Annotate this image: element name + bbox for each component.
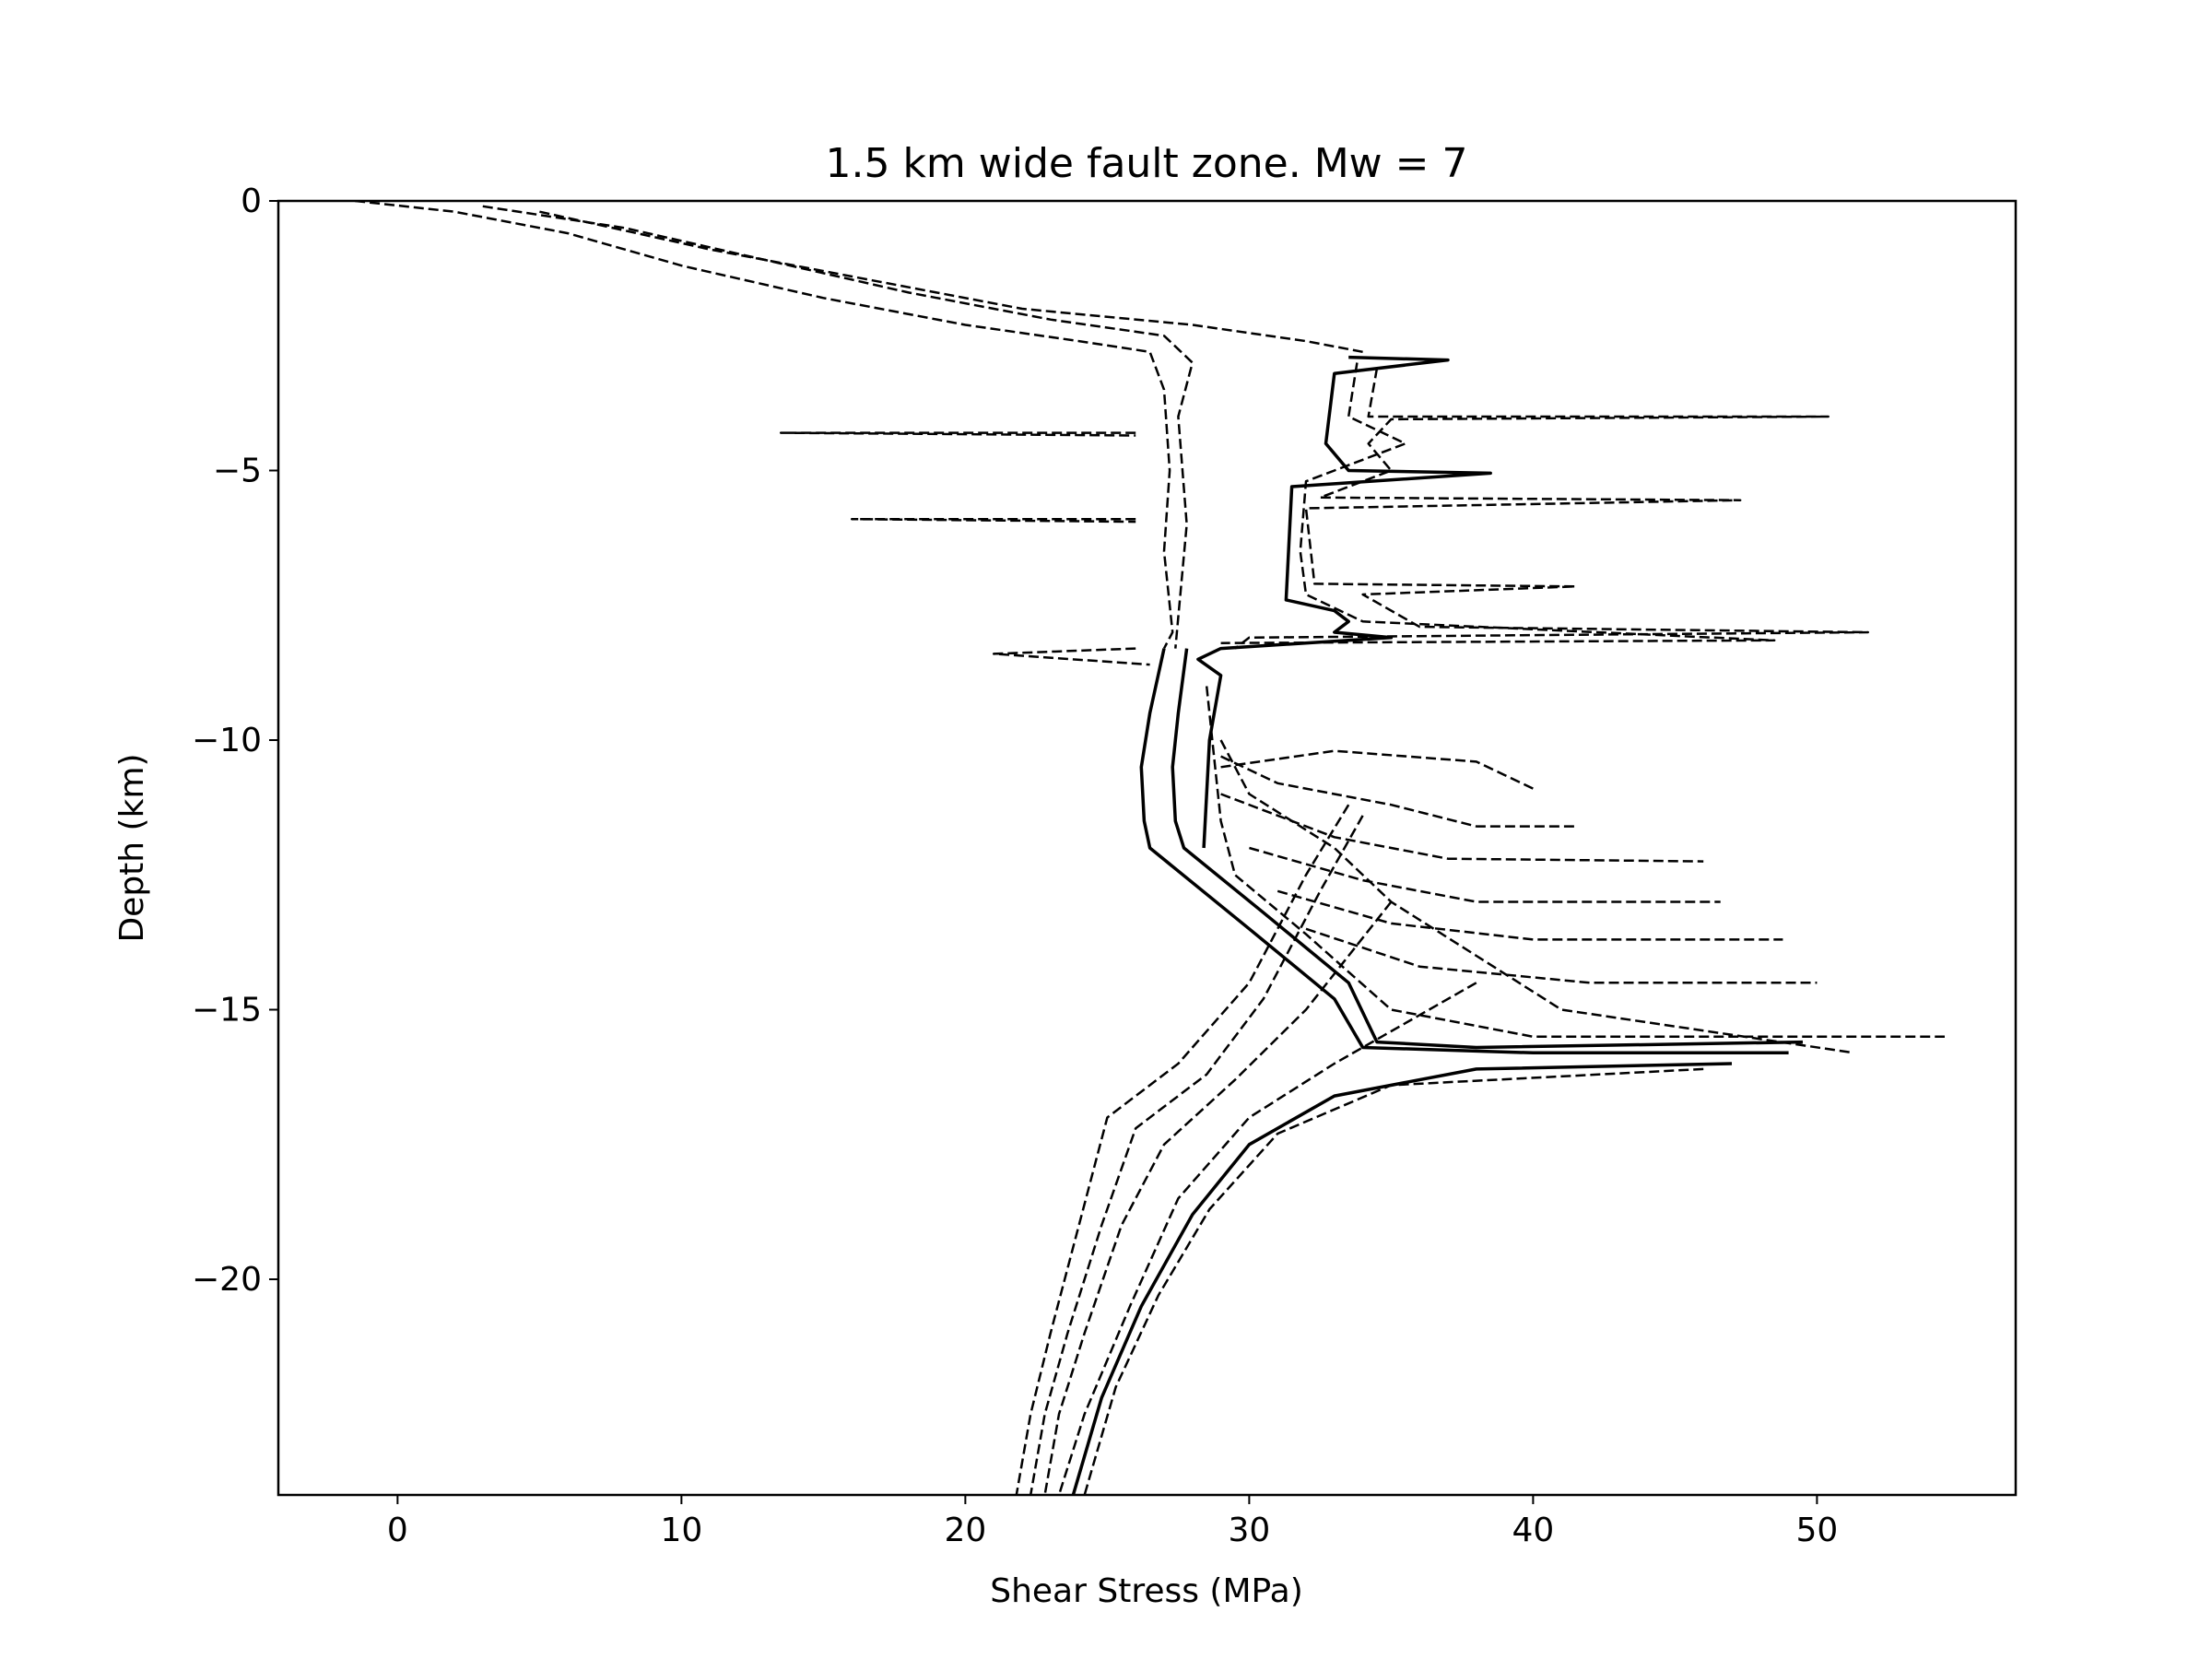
series-line-deep-front-2 — [1171, 648, 1804, 1050]
series-line-deep-front-8 — [1277, 889, 1783, 941]
y-tick-label: 0 — [241, 182, 262, 220]
series-line-stepped-profile-b — [1234, 368, 1870, 650]
x-tick-label: 30 — [1228, 1512, 1270, 1549]
series-line-deep-front-9 — [1305, 927, 1818, 984]
y-tick-label: −20 — [192, 1261, 262, 1299]
y-axis-label: Depth (km) — [113, 753, 151, 942]
series-line-lower-tail-3 — [1043, 900, 1393, 1495]
series-line-deep-front-10 — [1220, 749, 1534, 790]
series-line-deep-front-1 — [1139, 648, 1789, 1055]
plot-frame — [276, 199, 2018, 1497]
series-line-shallow-spike-1 — [779, 431, 1136, 437]
chart-title: 1.5 km wide fault zone. Mw = 7 — [825, 140, 1467, 187]
y-tick-label: −5 — [213, 453, 262, 490]
series-line-stepped-profile-c — [1220, 362, 1776, 644]
x-tick-label: 40 — [1512, 1512, 1554, 1549]
y-axis: 0 −5 −10 −15 −20 — [192, 182, 278, 1299]
x-axis: 0 10 20 30 40 50 — [387, 1495, 1838, 1549]
series-line-shallow-spike-2 — [850, 517, 1136, 524]
series-line-lower-tail-2 — [1029, 815, 1364, 1495]
series-line-stepped-profile-a — [1196, 355, 1492, 849]
series-layer — [355, 201, 1945, 1495]
series-line-shallow-spike-3 — [992, 647, 1150, 666]
series-line-lower-tail-4 — [1057, 982, 1477, 1495]
series-line-deep-front-3 — [1205, 686, 1945, 1039]
series-line-deep-front-5 — [1220, 755, 1576, 828]
x-axis-label: Shear Stress (MPa) — [990, 1572, 1303, 1610]
x-tick-label: 50 — [1795, 1512, 1838, 1549]
series-line-lower-tail-1 — [1015, 804, 1350, 1495]
series-line-deep-front-7 — [1249, 846, 1721, 903]
series-line-lower-tail-6 — [1083, 1067, 1704, 1495]
series-line-lower-tail-5 — [1071, 1062, 1733, 1495]
y-tick-label: −15 — [192, 992, 262, 1030]
series-line-shallow-profile-a — [355, 201, 1174, 650]
series-line-shallow-profile-c — [539, 210, 1363, 354]
y-tick-label: −10 — [192, 722, 262, 759]
x-tick-label: 20 — [944, 1512, 986, 1549]
x-tick-label: 0 — [387, 1512, 408, 1549]
series-line-shallow-profile-b — [482, 205, 1194, 649]
x-tick-label: 10 — [660, 1512, 702, 1549]
series-line-deep-front-6 — [1220, 793, 1704, 863]
